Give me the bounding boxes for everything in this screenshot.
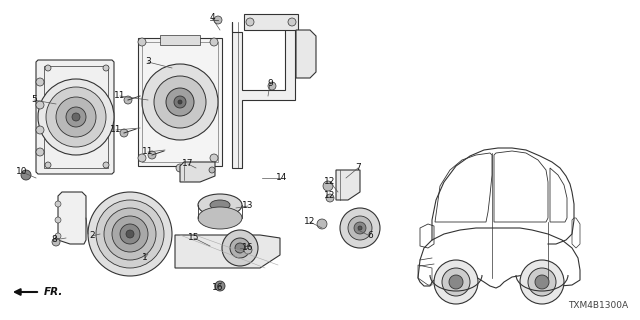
- Text: 11: 11: [110, 125, 122, 134]
- Polygon shape: [296, 30, 316, 78]
- Circle shape: [72, 113, 80, 121]
- Circle shape: [214, 16, 222, 24]
- Polygon shape: [244, 14, 298, 30]
- Circle shape: [103, 65, 109, 71]
- Circle shape: [317, 219, 327, 229]
- Circle shape: [104, 208, 156, 260]
- Text: 16: 16: [243, 244, 253, 252]
- Circle shape: [138, 38, 146, 46]
- Circle shape: [210, 38, 218, 46]
- Ellipse shape: [198, 194, 242, 216]
- Text: 10: 10: [16, 167, 28, 177]
- Circle shape: [96, 200, 164, 268]
- Text: 16: 16: [212, 284, 224, 292]
- Polygon shape: [58, 192, 86, 244]
- Text: 14: 14: [276, 173, 288, 182]
- Ellipse shape: [210, 200, 230, 210]
- Text: 7: 7: [355, 164, 361, 172]
- Circle shape: [36, 101, 44, 109]
- Text: 13: 13: [243, 202, 253, 211]
- Circle shape: [52, 238, 60, 246]
- Circle shape: [442, 268, 470, 296]
- Circle shape: [246, 18, 254, 26]
- Circle shape: [45, 65, 51, 71]
- Circle shape: [55, 233, 61, 239]
- Circle shape: [55, 201, 61, 207]
- Text: 11: 11: [142, 148, 154, 156]
- Circle shape: [434, 260, 478, 304]
- Polygon shape: [36, 60, 114, 174]
- Circle shape: [209, 167, 215, 173]
- Circle shape: [348, 216, 372, 240]
- Polygon shape: [138, 38, 222, 166]
- Circle shape: [235, 243, 245, 253]
- Text: 6: 6: [367, 231, 373, 241]
- Text: 12: 12: [304, 218, 316, 227]
- Circle shape: [215, 281, 225, 291]
- Circle shape: [528, 268, 556, 296]
- Circle shape: [449, 275, 463, 289]
- Text: 5: 5: [31, 95, 37, 105]
- Circle shape: [138, 154, 146, 162]
- Circle shape: [38, 79, 114, 155]
- Circle shape: [126, 230, 134, 238]
- Circle shape: [46, 87, 106, 147]
- Circle shape: [148, 151, 156, 159]
- Circle shape: [45, 162, 51, 168]
- Bar: [142, 42, 218, 162]
- Circle shape: [154, 76, 206, 128]
- Text: 12: 12: [324, 178, 336, 187]
- Text: 12: 12: [324, 191, 336, 201]
- Polygon shape: [175, 235, 280, 268]
- Circle shape: [354, 222, 366, 234]
- Circle shape: [120, 129, 128, 137]
- Circle shape: [244, 246, 252, 254]
- Text: FR.: FR.: [44, 287, 63, 297]
- Circle shape: [88, 192, 172, 276]
- Circle shape: [358, 226, 362, 230]
- Circle shape: [288, 18, 296, 26]
- Circle shape: [174, 96, 186, 108]
- Circle shape: [124, 96, 132, 104]
- Bar: [160, 35, 200, 45]
- Circle shape: [210, 154, 218, 162]
- Circle shape: [535, 275, 549, 289]
- Circle shape: [178, 100, 182, 104]
- Text: 4: 4: [209, 13, 215, 22]
- Text: 15: 15: [188, 234, 200, 243]
- Circle shape: [55, 217, 61, 223]
- Text: 1: 1: [142, 253, 148, 262]
- Circle shape: [323, 181, 333, 191]
- Circle shape: [166, 88, 194, 116]
- Circle shape: [340, 208, 380, 248]
- Circle shape: [520, 260, 564, 304]
- Circle shape: [36, 148, 44, 156]
- Text: 3: 3: [145, 58, 151, 67]
- Text: TXM4B1300A: TXM4B1300A: [568, 301, 628, 310]
- Text: 11: 11: [115, 92, 125, 100]
- Circle shape: [112, 216, 148, 252]
- Text: 8: 8: [51, 236, 57, 244]
- Text: 2: 2: [89, 231, 95, 241]
- Circle shape: [103, 162, 109, 168]
- Circle shape: [326, 194, 334, 202]
- Circle shape: [176, 164, 184, 172]
- Text: 9: 9: [267, 79, 273, 89]
- Circle shape: [21, 170, 31, 180]
- Circle shape: [142, 64, 218, 140]
- Polygon shape: [232, 22, 295, 168]
- Polygon shape: [180, 162, 215, 182]
- Circle shape: [56, 97, 96, 137]
- Polygon shape: [336, 170, 360, 200]
- Circle shape: [120, 224, 140, 244]
- Circle shape: [36, 78, 44, 86]
- Circle shape: [268, 82, 276, 90]
- Text: 17: 17: [182, 159, 194, 169]
- Ellipse shape: [198, 207, 242, 229]
- Circle shape: [66, 107, 86, 127]
- Circle shape: [222, 230, 258, 266]
- Circle shape: [36, 126, 44, 134]
- Circle shape: [230, 238, 250, 258]
